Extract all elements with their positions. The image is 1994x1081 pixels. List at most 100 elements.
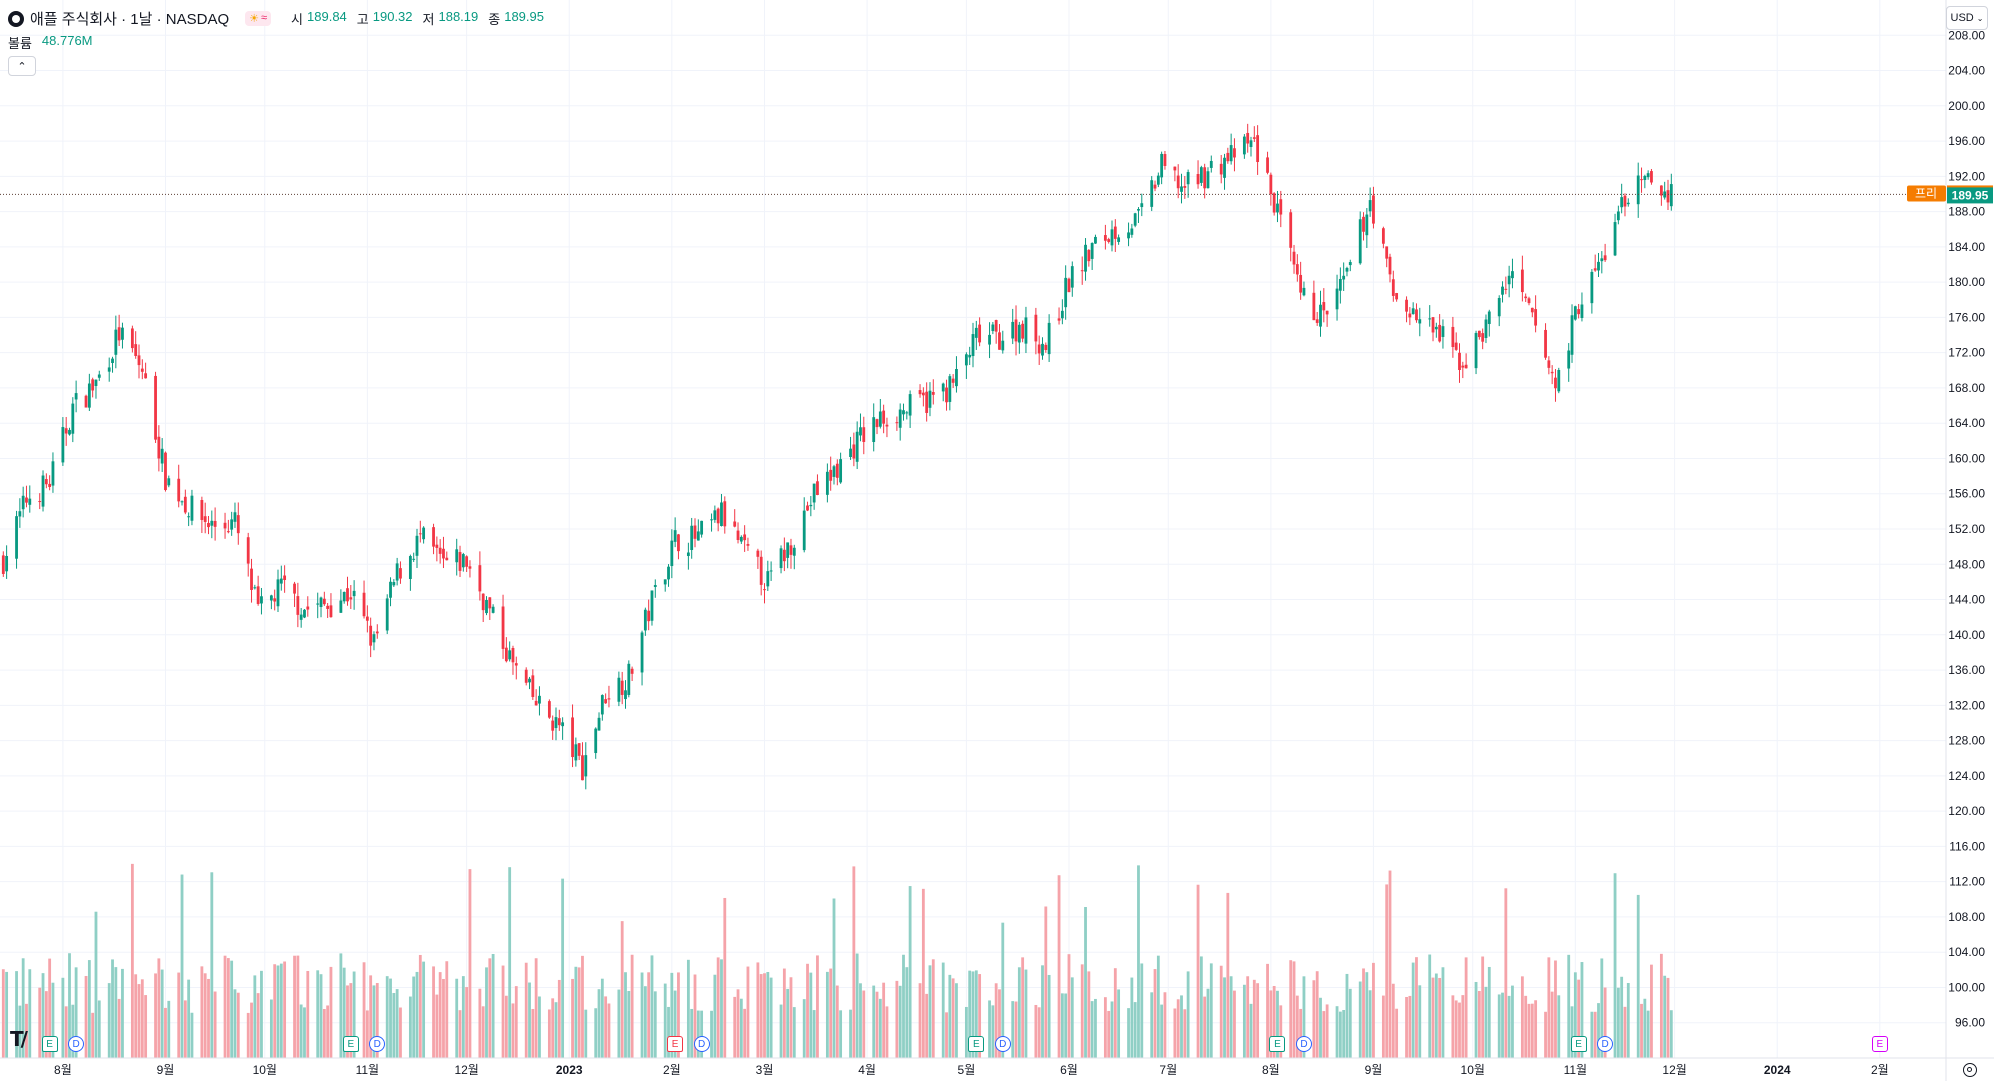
candle-body [392,582,396,586]
volume-bar [246,1012,250,1058]
candle-body [226,531,230,533]
dividend-marker[interactable]: D [994,1036,1011,1052]
volume-bar [557,979,561,1058]
volume-legend: 볼륨 48.776M [8,33,93,52]
volume-bar [786,988,790,1058]
candle-body [1464,364,1468,369]
tradingview-logo[interactable]: T/ [10,1027,28,1051]
candle-body [1454,342,1458,350]
x-tick-label: 4월 [858,1063,876,1077]
gear-icon[interactable] [1963,1063,1977,1077]
candle-body [1650,171,1653,183]
candle-body [667,566,670,580]
last-price-value: 189.95 [1952,188,1989,202]
candle-body [1103,235,1107,241]
candle-body [190,495,194,521]
earnings-marker[interactable]: E [1871,1036,1888,1052]
volume-bar [508,867,512,1058]
volume-bar [1616,987,1620,1058]
volume-bar [1567,954,1571,1058]
candle-body [1438,324,1442,342]
volume-bar [1348,988,1352,1058]
price-axis[interactable]: 96.00 100.00 104.00 108.00 112.00 116.00 120.0… [1945,0,1985,1081]
candle-body [1368,200,1372,212]
volume-bar [167,1000,171,1058]
symbol-legend: 애플 주식회사 · 1날 · NASDAQ ☀ ≈ 시 189.84 고 190.3… [8,8,550,29]
earnings-marker[interactable]: E [1570,1036,1587,1052]
volume-bar [746,966,750,1058]
volume-bar [1242,984,1246,1058]
candle-body [1176,175,1180,189]
volume-bar [630,954,634,1058]
candle-body [1249,140,1253,148]
collapse-legend-button[interactable]: ⌃ [8,56,36,76]
volume-bar [918,983,922,1058]
candle-body [157,436,161,459]
dividend-marker[interactable]: D [1597,1036,1614,1052]
open-label: 시 [291,12,304,27]
earnings-marker[interactable]: E [667,1036,684,1052]
volume-bar [696,1010,700,1058]
volume-label[interactable]: 볼륨 [8,36,32,51]
candle-body [1223,157,1226,178]
volume-bar [44,991,48,1058]
candle-body [1292,251,1296,265]
volume-bar [1362,968,1365,1058]
candle-body [306,606,310,610]
candle-body [733,521,737,527]
volume-bar [468,869,472,1058]
volume-bar [164,1007,167,1058]
volume-bar [97,1000,101,1058]
candle-body [1461,365,1465,368]
session-status-badge[interactable]: ☀ ≈ [245,11,272,26]
dividend-marker[interactable]: D [1295,1036,1312,1052]
y-tick-label: 128.00 [1948,734,1985,748]
volume-bar [107,983,111,1058]
volume-bar [1295,995,1299,1058]
volume-bar [5,971,9,1058]
candle-body [1034,314,1038,342]
volume-bar [117,998,121,1058]
volume-bar [299,1004,303,1058]
volume-bar [604,996,608,1058]
candle-body [1060,310,1064,319]
symbol-title[interactable]: 애플 주식회사 · 1날 · NASDAQ [30,11,230,28]
dividend-marker[interactable]: D [369,1036,386,1052]
candle-body [316,603,320,605]
earnings-marker[interactable]: E [1269,1036,1286,1052]
currency-selector[interactable]: USD ⌄ [1946,6,1988,30]
volume-bar [1547,957,1551,1058]
time-axis[interactable]: 8월 9월 10월 11월 12월 2023 2월 3월 4월 5월 6월 7월 8월 9월 10월 11월 1… [0,1057,1994,1077]
volume-bar [1458,1002,1461,1058]
volume-bar [365,1010,369,1058]
volume-bar [1345,973,1349,1058]
candle-body [627,663,631,695]
volume-bar [547,1009,551,1058]
earnings-marker[interactable]: E [968,1036,985,1052]
volume-bar [832,898,836,1058]
volume-bar [1299,1008,1303,1058]
volume-bar [1603,987,1607,1058]
candle-body [1289,212,1293,248]
volume-bar [1527,1003,1531,1058]
earnings-marker[interactable]: E [342,1036,359,1052]
volume-bar [273,964,277,1058]
candle-body [547,701,551,718]
dividend-marker[interactable]: D [68,1036,85,1052]
volume-bar [663,983,667,1058]
candle-body [160,448,164,464]
volume-bar [998,989,1001,1058]
volume-bar [551,998,555,1058]
candle-body [1226,152,1230,162]
candle-body [594,728,598,754]
candle-body [339,600,343,613]
volume-bar [1113,968,1117,1058]
earnings-marker[interactable]: E [41,1036,58,1052]
candle-body [577,743,581,756]
volume-bar [653,991,657,1058]
dividend-marker[interactable]: D [693,1036,710,1052]
volume-bar [789,977,793,1058]
candle-body [998,332,1001,350]
x-tick-label: 8월 [54,1063,72,1077]
